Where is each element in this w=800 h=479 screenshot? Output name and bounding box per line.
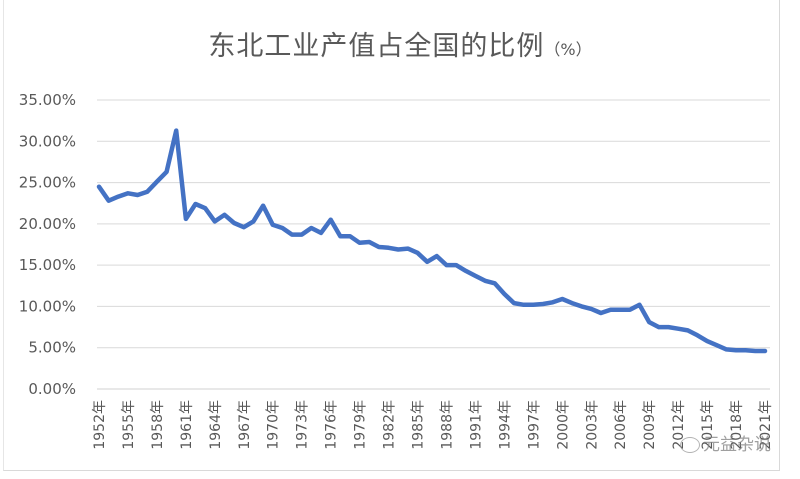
wechat-icon (680, 437, 700, 453)
x-tick-label: 2009年 (642, 400, 658, 450)
y-tick-label: 0.00% (28, 380, 76, 398)
x-tick-label: 2006年 (613, 400, 629, 450)
x-tick-label: 1958年 (150, 400, 166, 450)
x-tick-label: 1967年 (237, 400, 253, 450)
x-axis-ticks: 1952年 1955年 1958年 1961年 1964年 1967年 1970年 1973年… (92, 400, 774, 450)
y-tick-label: 25.00% (19, 174, 76, 192)
data-line (96, 128, 768, 354)
y-axis-ticks: 0.00% 5.00% 10.00% 15.00% 20.00% 25.00% 30.00%… (19, 91, 76, 398)
gridlines (97, 99, 770, 390)
y-tick-label: 15.00% (19, 256, 76, 274)
x-tick-label: 1997年 (526, 400, 542, 450)
x-tick-label: 2012年 (671, 400, 687, 450)
chart-title-text: 东北工业产值占全国的比例 (208, 31, 545, 62)
x-tick-label: 1952年 (92, 400, 108, 450)
x-tick-label: 1982年 (382, 400, 398, 450)
chart-frame (3, 0, 780, 471)
x-tick-label: 2018年 (729, 400, 745, 450)
x-tick-label: 2021年 (758, 400, 774, 450)
x-tick-label: 1973年 (295, 400, 311, 450)
x-tick-label: 1988年 (439, 400, 455, 450)
watermark-text: 元益杂说 (703, 435, 771, 455)
x-tick-label: 1970年 (266, 400, 282, 450)
y-tick-label: 10.00% (19, 297, 76, 315)
x-tick-label: 2015年 (700, 400, 716, 450)
y-tick-label: 5.00% (28, 339, 76, 357)
chart-title: 东北工业产值占全国的比例（%） (0, 24, 800, 63)
x-tick-label: 1979年 (353, 400, 369, 450)
y-tick-label: 30.00% (19, 132, 76, 150)
x-tick-label: 1964年 (208, 400, 224, 450)
x-tick-label: 2000年 (555, 400, 571, 450)
x-tick-label: 1961年 (179, 400, 195, 450)
y-tick-label: 20.00% (19, 215, 76, 233)
x-tick-label: 1976年 (324, 400, 340, 450)
x-tick-label: 1994年 (497, 400, 513, 450)
x-tick-label: 1955年 (121, 400, 137, 450)
y-tick-label: 35.00% (19, 91, 76, 109)
x-tick-label: 1991年 (468, 400, 484, 450)
x-tick-label: 2003年 (584, 400, 600, 450)
watermark: 元益杂说 (680, 430, 771, 455)
x-tick-label: 1985年 (411, 400, 427, 450)
chart-title-unit: （%） (544, 40, 592, 59)
